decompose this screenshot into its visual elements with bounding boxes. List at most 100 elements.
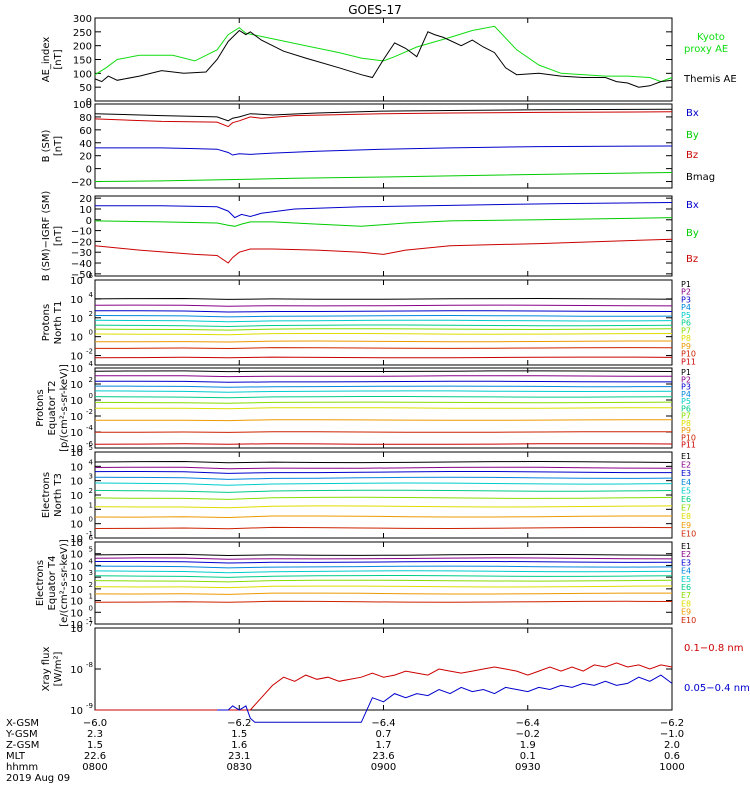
y-tick-exponent: 4: [89, 458, 94, 466]
series-line-bz: [94, 238, 673, 264]
y-tick-label: 10: [70, 520, 83, 531]
legend-label-themis-ae: Themis AE: [683, 74, 737, 85]
y-tick-label: 20: [79, 152, 92, 163]
legend-label-bz: Bz: [686, 150, 698, 161]
y-tick-label: 0: [86, 97, 92, 108]
legend-label-long-xray: 0.1−0.8 nm: [684, 643, 743, 654]
legend-label-bx: Bx: [686, 200, 699, 211]
y-axis-title: [e/(cm²-s-sr-keV)]: [59, 539, 70, 627]
y-tick-exponent: 3: [89, 473, 93, 481]
y-tick-label: 10: [70, 538, 83, 549]
legend-label-p6: P6: [681, 404, 691, 413]
y-axis-title: B (SM): [41, 129, 52, 162]
y-tick-label: 10: [70, 505, 83, 516]
y-axis-title: Protons: [35, 389, 46, 426]
y-axis-title: [W/m²]: [53, 651, 64, 686]
y-tick-exponent: 4: [89, 291, 94, 299]
y-axis-title: [nT]: [53, 136, 64, 156]
ephemeris-value: 1.7: [376, 740, 392, 751]
legend-label-e8: E8: [681, 599, 691, 608]
ephemeris-row-label: X-GSM: [6, 718, 39, 729]
legend-label-by: By: [686, 228, 699, 239]
legend-label-e9: E9: [681, 521, 691, 530]
legend-label-e2: E2: [681, 550, 691, 559]
channel-line-p6: [94, 324, 673, 328]
channel-line-e4: [94, 476, 673, 480]
y-tick-label: 10: [70, 585, 83, 596]
legend-label-p1: P1: [681, 280, 691, 289]
channel-line-e2: [94, 557, 673, 560]
legend-label-p11: P11: [681, 357, 696, 366]
y-tick-exponent: -6: [86, 440, 94, 448]
ephemeris-value: −6.0: [83, 718, 107, 729]
channel-line-p4: [94, 385, 673, 388]
series-line-bmag: [94, 108, 673, 122]
legend-label-p10: P10: [681, 350, 696, 359]
ephemeris-row-label: hhmm: [6, 762, 38, 773]
legend-label-e8: E8: [681, 512, 691, 521]
ephemeris-value: 0.7: [376, 729, 392, 740]
y-tick-label: 10: [70, 396, 83, 407]
y-axis-title: AE_index: [41, 37, 52, 83]
y-tick-label: 10: [70, 665, 83, 676]
y-tick-label: 80: [79, 113, 92, 124]
y-tick-label: 10: [70, 462, 83, 473]
ephemeris-value: 1000: [659, 762, 684, 773]
ephemeris-value: −1.0: [660, 729, 684, 740]
legend-label-p4: P4: [681, 303, 691, 312]
ephemeris-value: 1.5: [87, 740, 103, 751]
legend-label-e7: E7: [681, 504, 691, 513]
legend-label-p3: P3: [681, 295, 691, 304]
series-line-0-05-0-4-nm: [217, 674, 673, 723]
channel-line-p11: [94, 356, 673, 359]
legend-label-p7: P7: [681, 326, 691, 335]
y-tick-label: 0: [86, 216, 92, 227]
channel-line-p5: [94, 390, 673, 393]
ephemeris-value: 0800: [82, 762, 107, 773]
ephemeris-value: 0830: [227, 762, 252, 773]
series-line-by: [94, 172, 673, 182]
channel-line-e5: [94, 570, 673, 574]
y-tick-label: 10: [70, 444, 83, 455]
y-tick-label: 10: [70, 561, 83, 572]
legend-label-proxy-ae: proxy AE: [684, 44, 728, 55]
y-tick-label: 10: [70, 597, 83, 608]
ephemeris-value: −0.2: [516, 729, 540, 740]
ephemeris-value: 1.9: [520, 740, 536, 751]
legend-label-e4: E4: [681, 478, 691, 487]
y-tick-exponent: -1: [86, 530, 93, 538]
legend-label-e5: E5: [681, 486, 691, 495]
legend-label-e4: E4: [681, 567, 691, 576]
legend-label-p5: P5: [681, 311, 691, 320]
legend-label-p1: P1: [681, 368, 691, 377]
ephemeris-value: 0.1: [520, 751, 536, 762]
y-tick-label: 10: [70, 412, 83, 423]
legend-label-e3: E3: [681, 469, 691, 478]
plot-title: GOES-17: [348, 3, 402, 17]
legend-label-e6: E6: [681, 495, 691, 504]
legend-label-p9: P9: [681, 426, 691, 435]
channel-line-e6: [94, 489, 673, 493]
ephemeris-value: −6.2: [660, 718, 684, 729]
panel-frame: [94, 195, 673, 277]
channel-line-e1: [94, 460, 673, 464]
y-axis-title: Electrons: [41, 472, 52, 518]
ephemeris-value: 2.0: [664, 740, 680, 751]
channel-line-p9: [94, 340, 672, 343]
y-tick-label: 100: [73, 100, 92, 111]
y-axis-title: Protons: [41, 304, 52, 341]
series-line-by: [94, 217, 673, 227]
legend-label-p5: P5: [681, 397, 691, 406]
ephemeris-row-label: Y-GSM: [5, 729, 38, 740]
y-axis-title: Equator T4: [47, 556, 58, 611]
y-tick-label: 10: [70, 333, 83, 344]
channel-line-p10: [94, 347, 673, 350]
y-tick-exponent: 6: [89, 534, 94, 542]
y-tick-label: 10: [70, 448, 83, 459]
channel-line-p3: [95, 310, 672, 313]
y-tick-exponent: 2: [89, 487, 93, 495]
channel-line-e7: [94, 579, 673, 583]
